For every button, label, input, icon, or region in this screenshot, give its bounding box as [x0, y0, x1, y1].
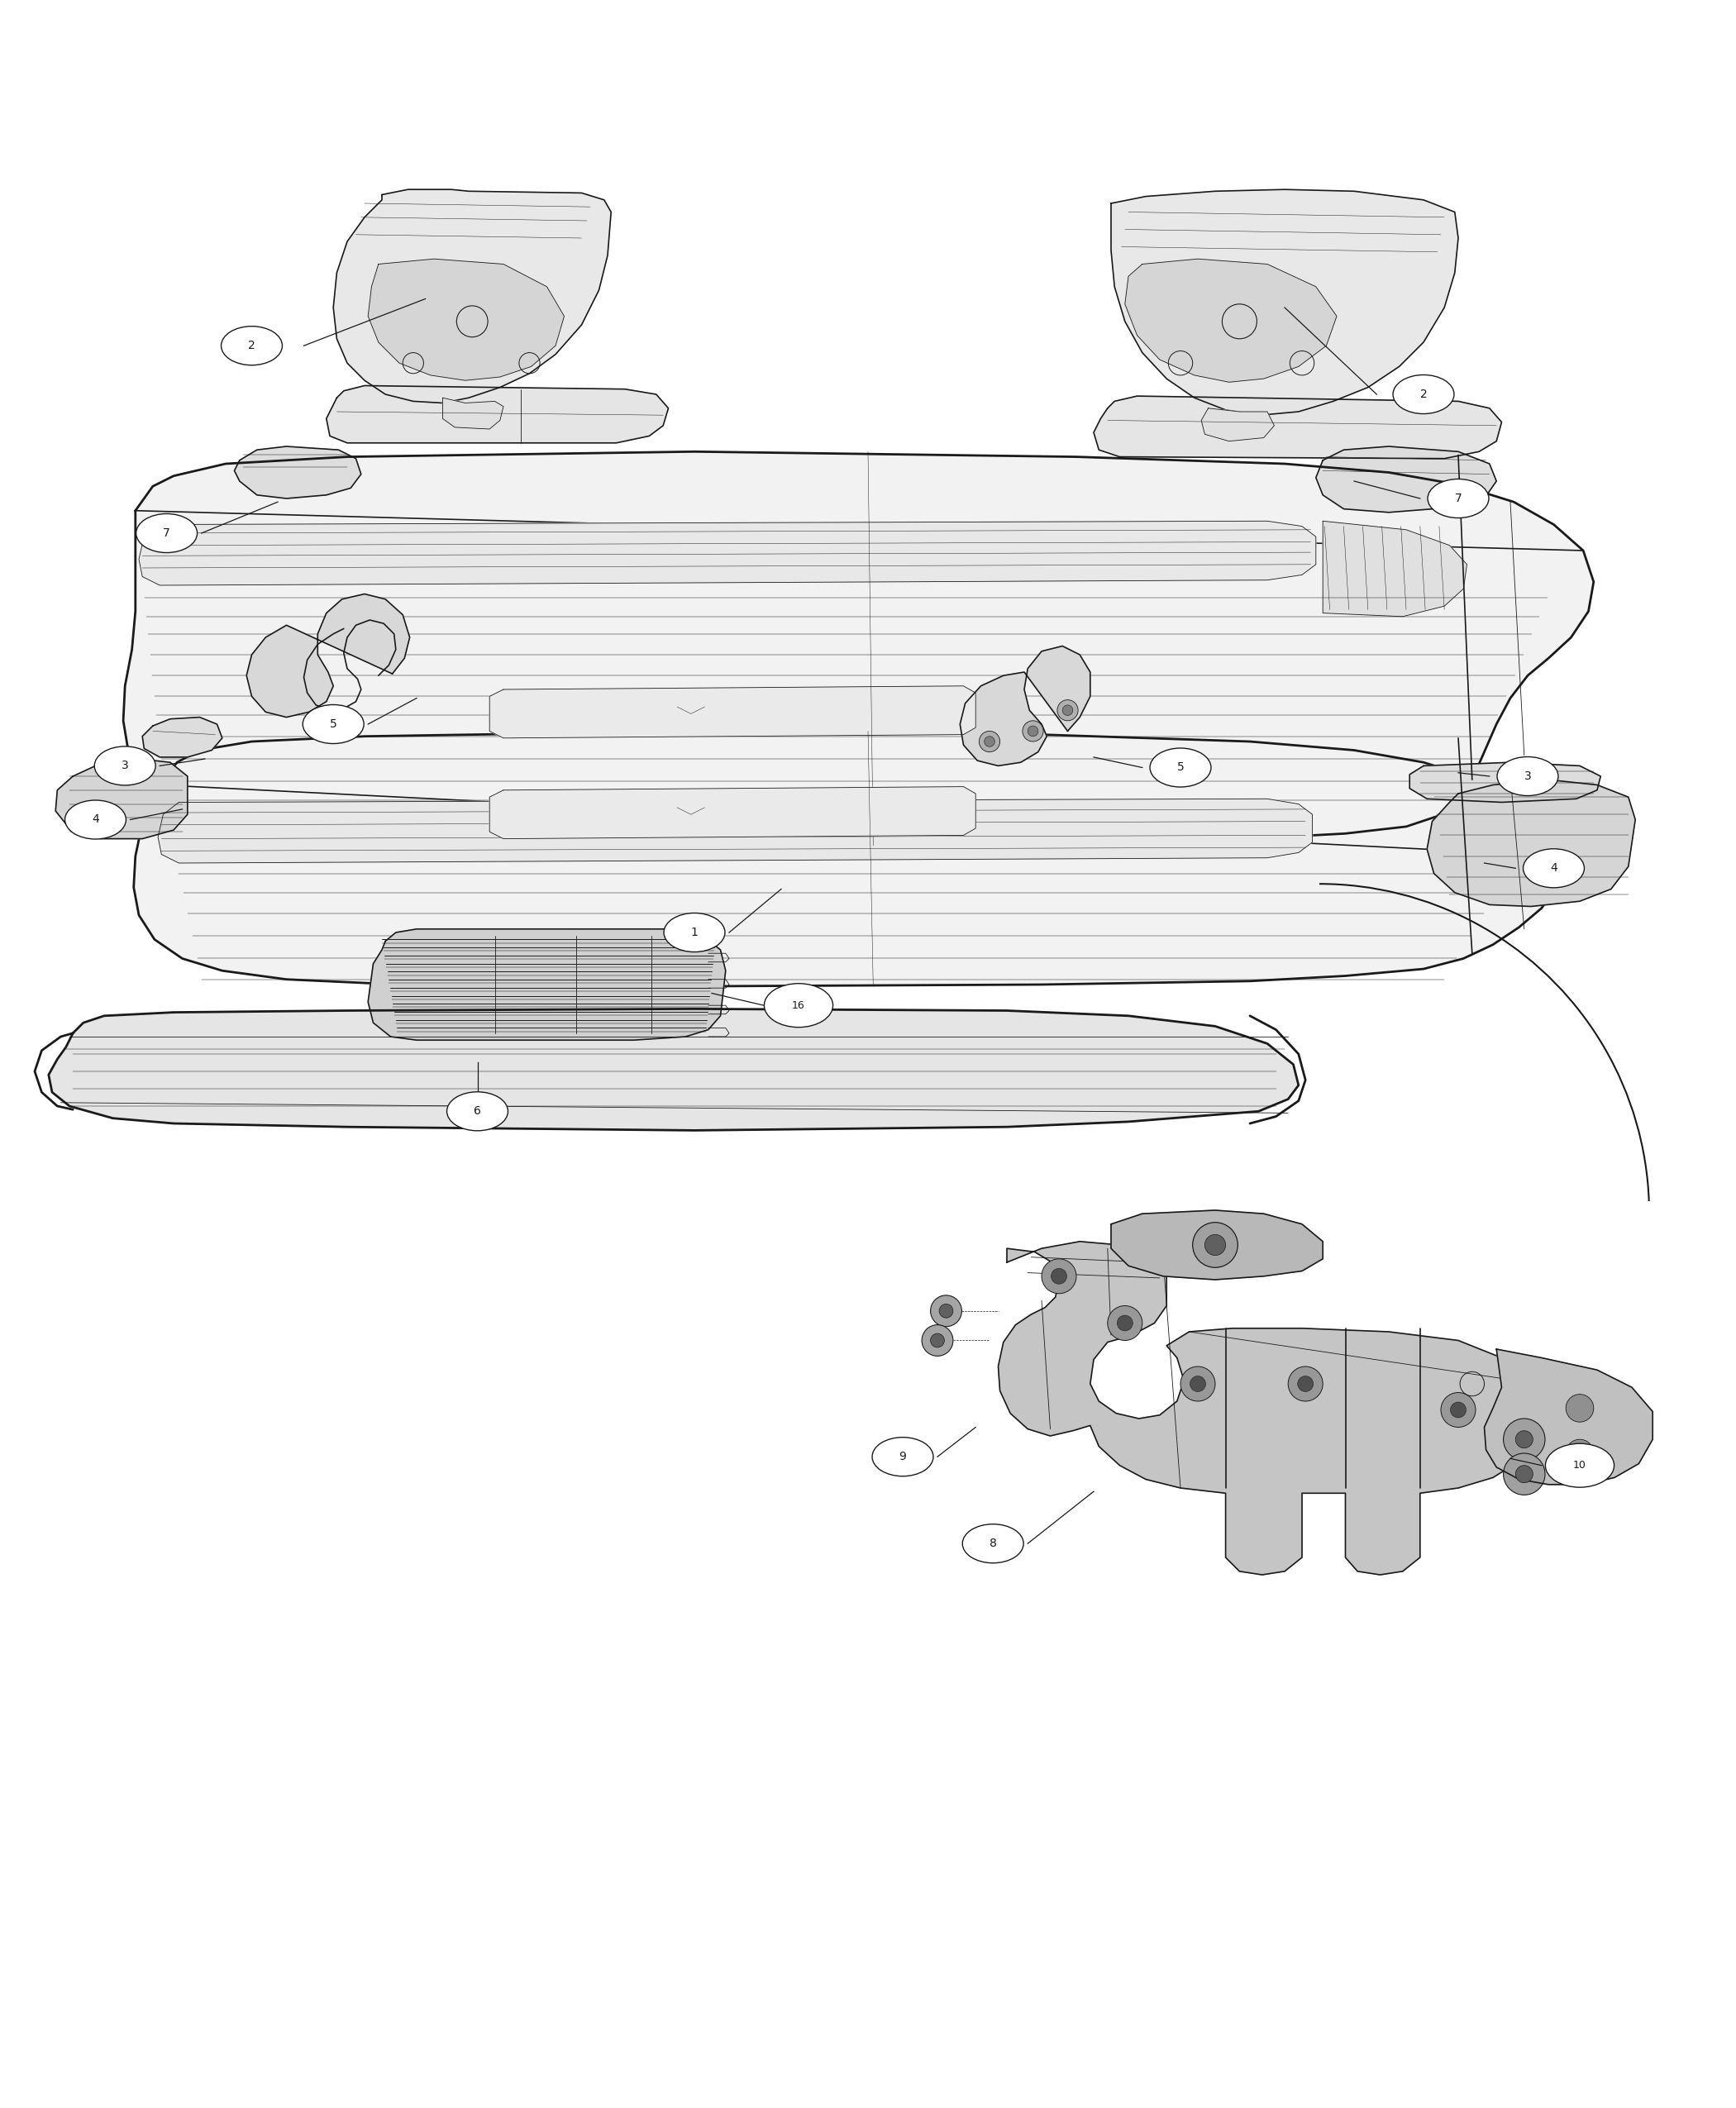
- Circle shape: [1288, 1366, 1323, 1402]
- Circle shape: [1441, 1393, 1476, 1427]
- Polygon shape: [49, 1010, 1299, 1130]
- Polygon shape: [490, 685, 976, 738]
- Text: 3: 3: [1524, 769, 1531, 782]
- Ellipse shape: [1427, 479, 1489, 519]
- Circle shape: [1108, 1305, 1142, 1341]
- Polygon shape: [368, 259, 564, 379]
- Ellipse shape: [962, 1524, 1024, 1562]
- Ellipse shape: [1545, 1444, 1614, 1488]
- Polygon shape: [123, 451, 1594, 845]
- Circle shape: [1516, 1465, 1533, 1482]
- Circle shape: [1191, 1377, 1205, 1391]
- Ellipse shape: [446, 1092, 509, 1130]
- Polygon shape: [1427, 780, 1635, 906]
- Ellipse shape: [1149, 748, 1212, 786]
- Circle shape: [1299, 1377, 1314, 1391]
- Text: 7: 7: [1455, 493, 1462, 504]
- Polygon shape: [1111, 190, 1458, 415]
- Polygon shape: [1316, 447, 1496, 512]
- Polygon shape: [998, 1242, 1542, 1575]
- Polygon shape: [1094, 396, 1502, 460]
- Polygon shape: [1323, 521, 1467, 616]
- Polygon shape: [1111, 1210, 1323, 1280]
- Text: 6: 6: [474, 1105, 481, 1117]
- Text: 2: 2: [1420, 388, 1427, 401]
- Circle shape: [984, 736, 995, 746]
- Text: 7: 7: [163, 527, 170, 540]
- Polygon shape: [56, 759, 187, 839]
- Circle shape: [930, 1334, 944, 1347]
- Polygon shape: [1201, 409, 1274, 441]
- Polygon shape: [134, 731, 1562, 987]
- Text: 2: 2: [248, 339, 255, 352]
- Circle shape: [1503, 1452, 1545, 1495]
- Polygon shape: [247, 594, 410, 717]
- Polygon shape: [960, 645, 1090, 765]
- Circle shape: [1118, 1315, 1132, 1330]
- Text: 5: 5: [330, 719, 337, 729]
- Circle shape: [1503, 1419, 1545, 1461]
- Polygon shape: [443, 398, 503, 430]
- Circle shape: [1205, 1235, 1226, 1256]
- Polygon shape: [234, 447, 361, 497]
- Ellipse shape: [302, 704, 365, 744]
- Polygon shape: [326, 386, 668, 443]
- Polygon shape: [158, 799, 1312, 862]
- Text: 16: 16: [792, 999, 806, 1010]
- Text: 3: 3: [122, 761, 128, 772]
- Polygon shape: [368, 930, 726, 1039]
- Circle shape: [939, 1305, 953, 1318]
- Text: 8: 8: [990, 1537, 996, 1549]
- Circle shape: [1050, 1269, 1066, 1284]
- Polygon shape: [1410, 763, 1601, 803]
- Ellipse shape: [220, 327, 283, 365]
- Text: 4: 4: [92, 814, 99, 826]
- Circle shape: [930, 1294, 962, 1326]
- Polygon shape: [1484, 1349, 1653, 1484]
- FancyBboxPatch shape: [851, 1202, 1719, 1758]
- Circle shape: [922, 1324, 953, 1355]
- Ellipse shape: [1522, 850, 1585, 887]
- Circle shape: [1566, 1393, 1594, 1423]
- Circle shape: [1057, 700, 1078, 721]
- Ellipse shape: [94, 746, 156, 786]
- Polygon shape: [1125, 259, 1337, 382]
- Ellipse shape: [135, 514, 198, 552]
- Ellipse shape: [764, 984, 833, 1027]
- Circle shape: [1193, 1223, 1238, 1267]
- Circle shape: [1042, 1258, 1076, 1294]
- Polygon shape: [142, 717, 222, 757]
- Circle shape: [1451, 1402, 1465, 1419]
- Ellipse shape: [1496, 757, 1559, 795]
- Text: 5: 5: [1177, 761, 1184, 774]
- Text: 9: 9: [899, 1450, 906, 1463]
- Circle shape: [1062, 704, 1073, 715]
- Circle shape: [1180, 1366, 1215, 1402]
- Polygon shape: [333, 190, 611, 403]
- Ellipse shape: [1392, 375, 1455, 413]
- Circle shape: [1516, 1431, 1533, 1448]
- Circle shape: [1028, 725, 1038, 736]
- Circle shape: [979, 731, 1000, 753]
- Text: 1: 1: [691, 928, 698, 938]
- Ellipse shape: [663, 913, 726, 953]
- Text: 10: 10: [1573, 1461, 1587, 1471]
- Text: 4: 4: [1550, 862, 1557, 875]
- Ellipse shape: [871, 1438, 934, 1476]
- Polygon shape: [139, 521, 1316, 586]
- Polygon shape: [490, 786, 976, 839]
- Circle shape: [1566, 1440, 1594, 1467]
- Ellipse shape: [64, 801, 127, 839]
- Circle shape: [1023, 721, 1043, 742]
